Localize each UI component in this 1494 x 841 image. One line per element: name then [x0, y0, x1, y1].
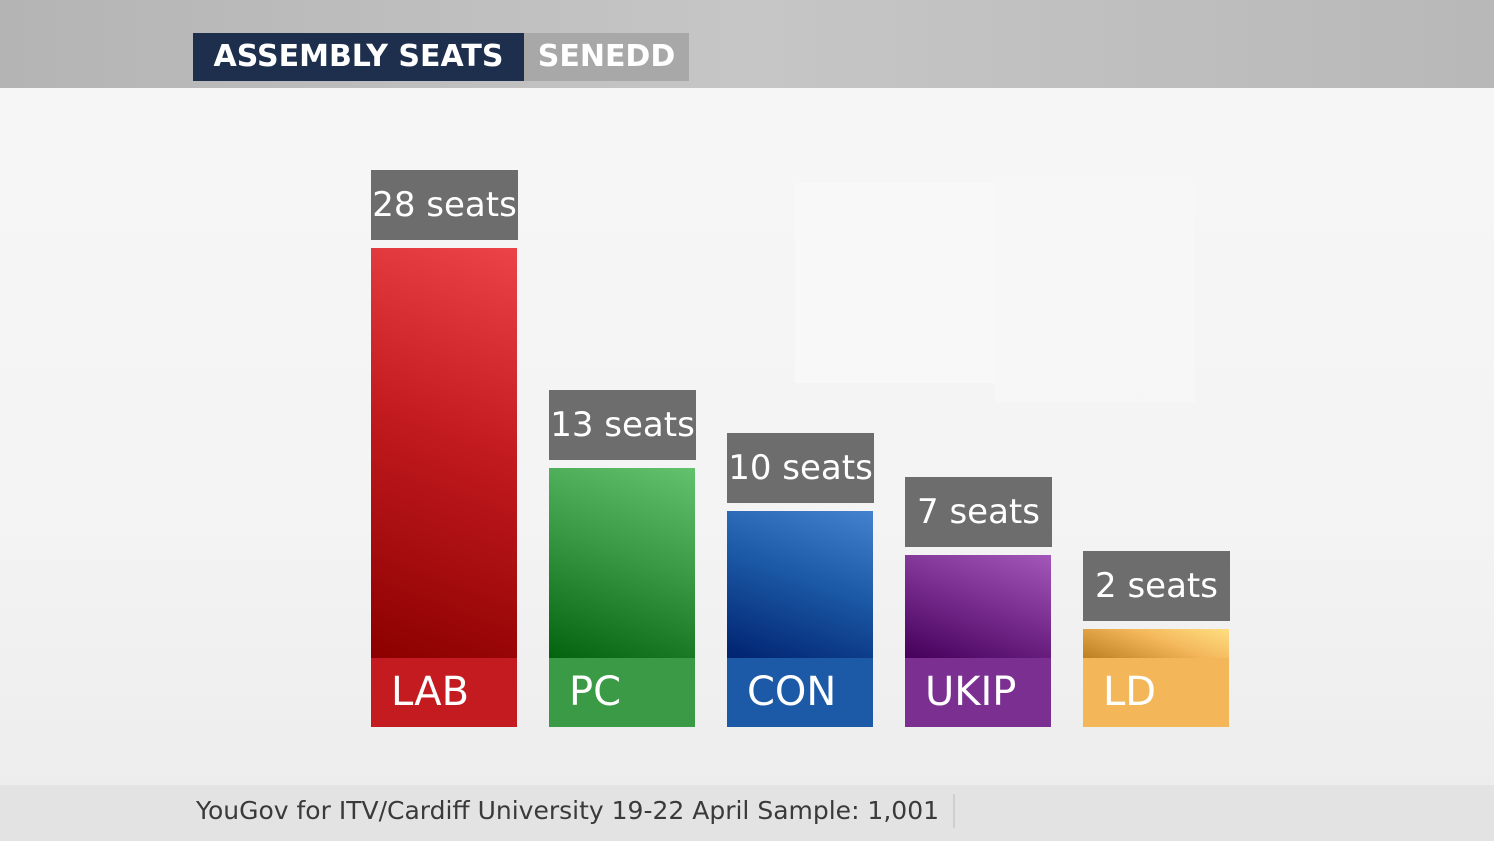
source-note: YouGov for ITV/Cardiff University 19-22 … [196, 794, 956, 828]
bar-ukip [905, 555, 1051, 658]
value-label-lab: 28 seats [371, 170, 518, 240]
bar-ld [1083, 629, 1229, 658]
value-label-pc: 13 seats [549, 390, 696, 460]
category-label-lab: LAB [371, 658, 517, 727]
value-label-ukip: 7 seats [905, 477, 1052, 547]
footer-band [0, 785, 1494, 841]
category-label-con: CON [727, 658, 873, 727]
category-label-pc: PC [549, 658, 695, 727]
category-label-ukip: UKIP [905, 658, 1051, 727]
bar-lab [371, 248, 517, 658]
value-label-con: 10 seats [727, 433, 874, 503]
background-panel [795, 183, 995, 383]
category-label-ld: LD [1083, 658, 1229, 727]
chart-subtitle: SENEDD [524, 33, 689, 81]
background-panel [995, 183, 1195, 403]
value-label-ld: 2 seats [1083, 551, 1230, 621]
bar-con [727, 511, 873, 658]
bar-pc [549, 468, 695, 658]
chart-title: ASSEMBLY SEATS [193, 33, 524, 81]
